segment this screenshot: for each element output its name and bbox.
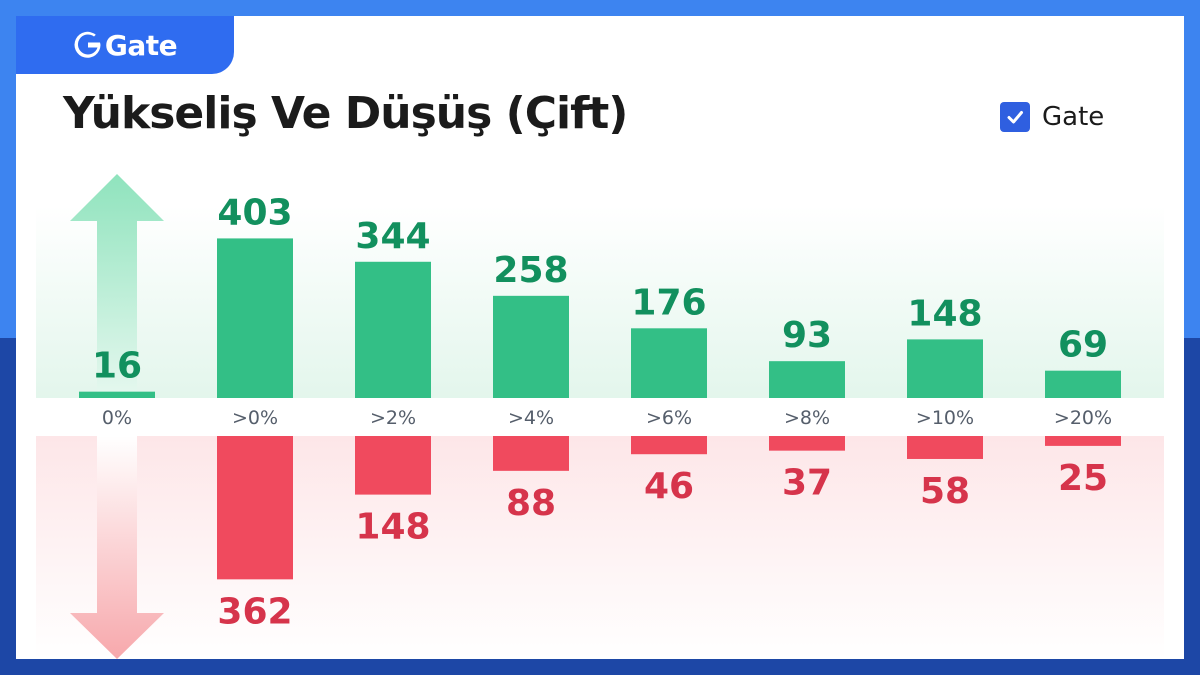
- up-bar: [631, 328, 707, 398]
- legend[interactable]: Gate: [1000, 102, 1104, 132]
- down-bar: [907, 436, 983, 459]
- up-bar: [79, 391, 155, 398]
- arrow-down-icon: [70, 436, 164, 659]
- down-value-label: 88: [506, 483, 556, 524]
- checkbox-checked-icon[interactable]: [1000, 102, 1030, 132]
- checkmark-icon: [1007, 111, 1023, 124]
- down-value-label: 362: [217, 591, 292, 632]
- down-bar: [493, 436, 569, 471]
- category-label: >20%: [1054, 407, 1112, 429]
- down-value-label: 58: [920, 471, 970, 512]
- category-label: >10%: [916, 407, 974, 429]
- category-label: 0%: [102, 407, 132, 429]
- bar-chart: 16 0% 403 >0% 362 344 >2% 148 258 >4% 88 176 >6% 46 93…: [36, 174, 1164, 659]
- arrow-up-icon: [70, 174, 164, 398]
- up-band: [36, 206, 1164, 398]
- up-value-label: 69: [1058, 325, 1108, 366]
- up-bar: [907, 339, 983, 398]
- category-label: >4%: [508, 407, 554, 429]
- category-label: >8%: [784, 407, 830, 429]
- up-value-label: 176: [631, 282, 706, 323]
- down-value-label: 148: [355, 507, 430, 548]
- gate-logo-text: Gate: [104, 28, 178, 62]
- down-value-label: 37: [782, 463, 832, 504]
- down-bar: [769, 436, 845, 451]
- up-bar: [493, 295, 569, 398]
- up-value-label: 148: [907, 293, 982, 334]
- legend-label-gate: Gate: [1042, 102, 1105, 132]
- up-value-label: 258: [493, 250, 568, 291]
- chart-title: Yükseliş Ve Düşüş (Çift): [63, 88, 628, 139]
- down-bar: [631, 436, 707, 455]
- down-value-label: 46: [644, 466, 694, 507]
- up-value-label: 16: [92, 346, 142, 387]
- up-bar: [217, 238, 293, 398]
- up-value-label: 93: [782, 315, 832, 356]
- down-bar: [355, 436, 431, 495]
- down-bar: [1045, 436, 1121, 446]
- down-bar: [217, 436, 293, 580]
- logo-tab: Gate: [16, 16, 234, 74]
- up-value-label: 403: [217, 192, 292, 233]
- gate-logo: Gate: [73, 28, 178, 62]
- up-bar: [769, 361, 845, 398]
- category-label: >2%: [370, 407, 416, 429]
- chart-card: Gate Yükseliş Ve Düşüş (Çift) Gate: [16, 16, 1184, 659]
- up-bar: [1045, 370, 1121, 398]
- down-value-label: 25: [1058, 458, 1108, 499]
- gate-logo-icon: [74, 31, 101, 58]
- down-band: [36, 436, 1164, 659]
- up-value-label: 344: [355, 216, 430, 257]
- category-label: >6%: [646, 407, 692, 429]
- up-bar: [355, 261, 431, 398]
- category-label: >0%: [232, 407, 278, 429]
